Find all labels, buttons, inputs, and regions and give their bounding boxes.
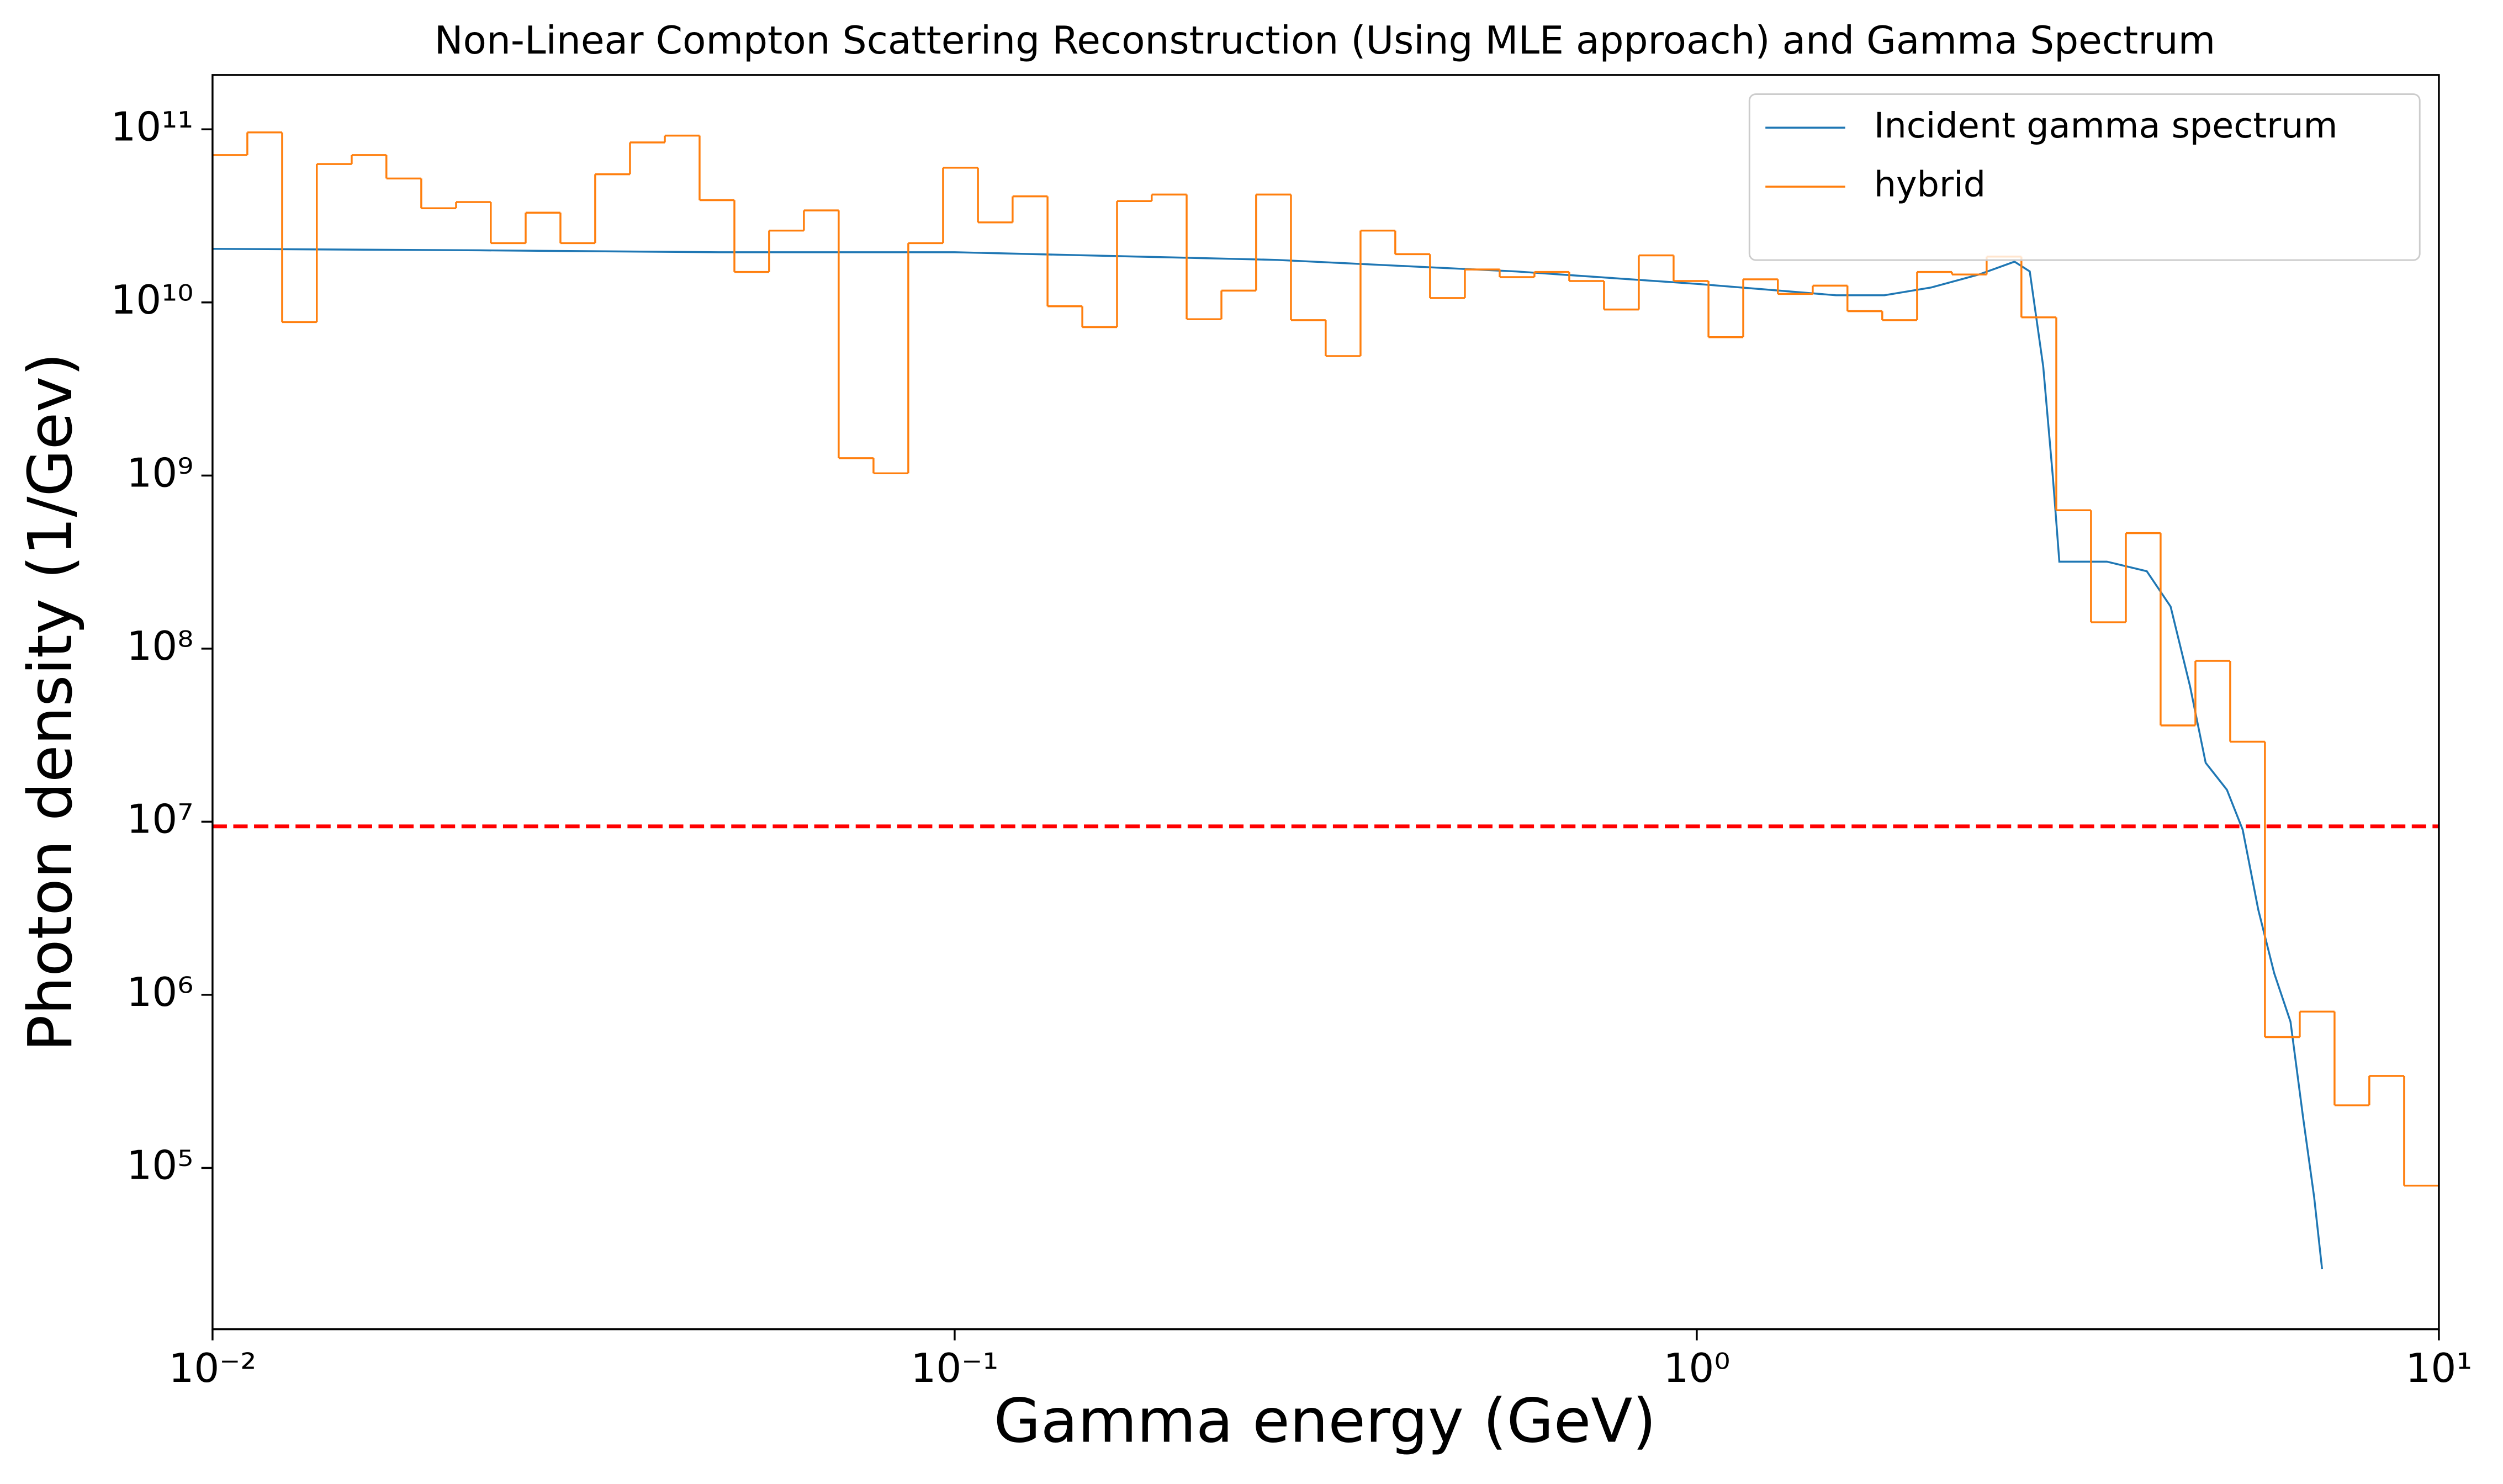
x-tick-label: 10⁰ bbox=[1663, 1345, 1730, 1392]
legend: Incident gamma spectrum hybrid bbox=[1748, 93, 2421, 261]
chart-title: Non-Linear Compton Scattering Reconstruc… bbox=[435, 19, 2216, 63]
y-tick-label: 10⁹ bbox=[126, 450, 193, 496]
y-tick-label: 10⁶ bbox=[126, 969, 193, 1016]
y-tick-label: 10⁸ bbox=[126, 623, 193, 670]
x-tick-label: 10⁻¹ bbox=[911, 1345, 998, 1392]
legend-box bbox=[1748, 93, 2421, 261]
legend-label: Incident gamma spectrum bbox=[1874, 105, 2338, 146]
x-tick-label: 10⁻² bbox=[168, 1345, 256, 1392]
y-tick-label: 10¹⁰ bbox=[110, 277, 193, 324]
x-tick-label: 10¹ bbox=[2405, 1345, 2472, 1392]
y-tick-label: 10⁵ bbox=[126, 1142, 193, 1189]
series-line bbox=[212, 247, 2324, 1270]
legend-label: hybrid bbox=[1874, 164, 1986, 205]
plot-area bbox=[212, 131, 2439, 1270]
axes-frame bbox=[211, 74, 2440, 1331]
y-tick-label: 10⁷ bbox=[126, 796, 193, 842]
y-tick-label: 10¹¹ bbox=[110, 104, 193, 150]
x-axis-label: Gamma energy (GeV) bbox=[994, 1385, 1657, 1456]
y-axis-label: Photon density (1/Gev) bbox=[15, 353, 86, 1052]
